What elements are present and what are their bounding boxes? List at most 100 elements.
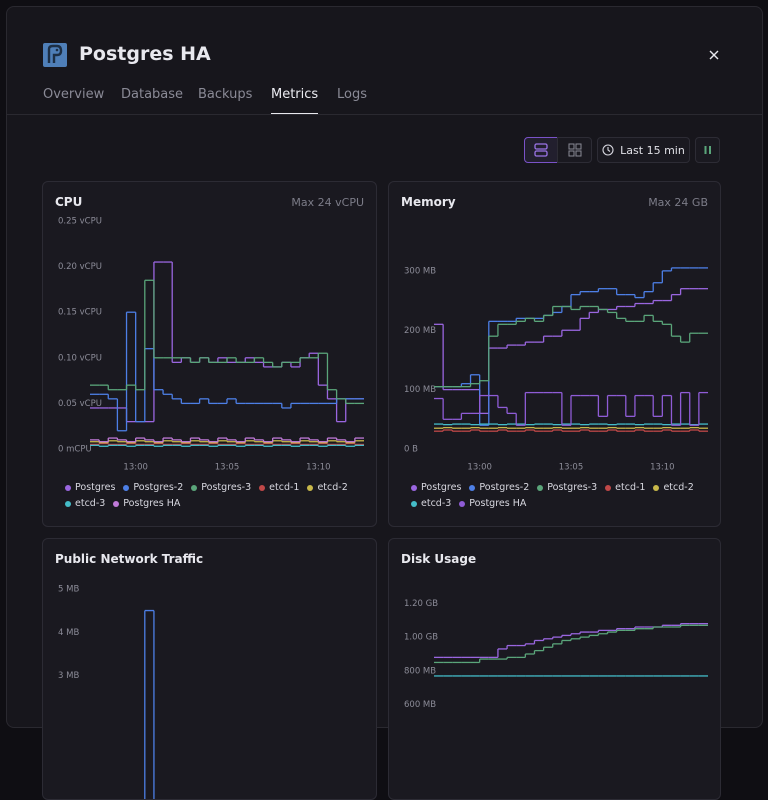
legend-item: etcd-2	[653, 482, 694, 493]
close-button[interactable]	[708, 49, 720, 61]
y-tick-label: 4 MB	[58, 628, 79, 638]
legend-swatch	[411, 500, 417, 507]
legend-item: Postgres HA	[113, 498, 180, 509]
legend-item: Postgres	[65, 482, 115, 493]
legend-item: Postgres-2	[469, 482, 529, 493]
legend-label: Postgres-2	[133, 482, 184, 493]
y-tick-label: 100 MB	[404, 385, 436, 395]
chart-card: Memory Max 24 GB 0 B 100 MB 200 MB 300 MB 13:0…	[388, 181, 721, 527]
legend-item: Postgres-3	[191, 482, 251, 493]
chart-plot: 0 B 100 MB 200 MB 300 MB 13:00 13:05 13:10	[404, 266, 708, 473]
legend-item: etcd-3	[411, 498, 451, 509]
series-line	[90, 279, 364, 405]
y-tick-label: 3 MB	[58, 671, 79, 681]
legend-item: etcd-2	[307, 482, 348, 493]
series-line	[434, 429, 708, 432]
grid-view-button[interactable]	[557, 137, 592, 163]
series-line	[90, 444, 364, 447]
chart-plot: 3 MB 4 MB 5 MB	[58, 584, 155, 799]
legend: Postgres Postgres-2 Postgres-3 etcd-1 etcd-2…	[65, 482, 366, 509]
series-line	[90, 442, 364, 446]
legend-swatch	[605, 484, 612, 491]
legend-label: Postgres	[421, 482, 462, 493]
y-tick-label: 800 MB	[404, 666, 436, 676]
chart-card: CPU Max 24 vCPU 0 mCPU 0.05 vCPU 0.10 vCPU 0.…	[42, 181, 377, 527]
dialog-title: Postgres HA	[79, 43, 211, 65]
series-line	[90, 261, 364, 423]
chart-plot: 0 mCPU 0.05 vCPU 0.10 vCPU 0.15 vCPU 0.20 vC…	[58, 217, 364, 473]
legend-item: Postgres-2	[123, 482, 183, 493]
tab[interactable]: Backups	[198, 87, 253, 102]
chart-card: Public Network Traffic 3 MB 4 MB 5 MB	[42, 538, 377, 800]
legend-item: etcd-1	[605, 482, 645, 493]
y-tick-label: 0 B	[404, 445, 418, 455]
legend-label: Postgres-2	[479, 482, 530, 493]
chart-title: Public Network Traffic	[55, 552, 204, 566]
chart-title: Memory	[401, 195, 456, 209]
y-tick-label: 0.15 vCPU	[58, 308, 102, 318]
legend-label: etcd-3	[421, 498, 452, 509]
chart-card: Disk Usage 600 MB 800 MB 1.00 GB 1.20 GB	[388, 538, 721, 800]
x-tick-label: 13:05	[559, 463, 584, 473]
y-tick-label: 5 MB	[58, 584, 79, 594]
legend-swatch	[537, 484, 544, 491]
legend-label: etcd-1	[269, 482, 300, 493]
tab[interactable]: Metrics	[271, 87, 319, 114]
legend-item: etcd-3	[65, 498, 105, 509]
series-line	[90, 437, 364, 443]
legend-swatch	[307, 484, 314, 491]
chart-subtitle: Max 24 GB	[648, 196, 708, 209]
series-line	[90, 311, 364, 432]
y-tick-label: 0.05 vCPU	[58, 399, 102, 409]
y-tick-label: 200 MB	[404, 326, 436, 336]
tab[interactable]: Overview	[43, 87, 105, 102]
legend-label: etcd-3	[75, 498, 106, 509]
tab-bar: Overview Database Backups Metrics Logs	[7, 87, 762, 115]
legend-label: etcd-2	[663, 482, 694, 493]
series-line	[434, 622, 708, 659]
legend-swatch	[459, 500, 466, 507]
chart-plot: 600 MB 800 MB 1.00 GB 1.20 GB	[404, 599, 708, 710]
legend-item: etcd-1	[259, 482, 299, 493]
series-line	[434, 624, 708, 664]
legend: Postgres Postgres-2 Postgres-3 etcd-1 etcd-2…	[411, 482, 710, 509]
legend-swatch	[191, 484, 198, 491]
y-tick-label: 1.00 GB	[404, 633, 438, 643]
legend-swatch	[113, 500, 120, 507]
chart-subtitle: Max 24 vCPU	[291, 196, 364, 209]
chart-title: Disk Usage	[401, 552, 477, 566]
legend-swatch	[65, 484, 71, 491]
y-tick-label: 1.20 GB	[404, 599, 438, 609]
legend-swatch	[123, 484, 130, 491]
legend-swatch	[259, 484, 266, 491]
legend-label: Postgres	[75, 482, 116, 493]
legend-item: Postgres	[411, 482, 461, 493]
list-view-button[interactable]	[524, 137, 558, 163]
tab[interactable]: Logs	[337, 87, 367, 102]
time-range-label: Last 15 min	[620, 143, 685, 157]
legend-label: etcd-2	[317, 482, 348, 493]
series-line	[434, 426, 708, 429]
y-tick-label: 0.20 vCPU	[58, 262, 102, 272]
x-tick-label: 13:10	[306, 463, 331, 473]
legend-label: Postgres-3	[547, 482, 598, 493]
y-tick-label: 0.25 vCPU	[58, 217, 102, 227]
series-line	[144, 609, 155, 799]
y-tick-label: 0 mCPU	[58, 445, 92, 455]
chart-title: CPU	[55, 195, 83, 209]
x-tick-label: 13:00	[123, 463, 147, 473]
legend-label: Postgres-3	[201, 482, 252, 493]
x-tick-label: 13:10	[650, 463, 675, 473]
x-tick-label: 13:05	[215, 463, 240, 473]
pause-button[interactable]	[695, 137, 720, 163]
legend-item: Postgres HA	[459, 498, 526, 509]
tab[interactable]: Database	[121, 87, 184, 102]
y-tick-label: 600 MB	[404, 700, 436, 710]
legend-swatch	[411, 484, 417, 491]
legend-swatch	[65, 500, 71, 507]
time-range-button[interactable]: Last 15 min	[597, 137, 690, 163]
legend-swatch	[653, 484, 660, 491]
legend-label: Postgres HA	[123, 498, 181, 509]
legend-label: Postgres HA	[469, 498, 527, 509]
page: Postgres HA Overview Database Backups Metri…	[6, 6, 763, 800]
